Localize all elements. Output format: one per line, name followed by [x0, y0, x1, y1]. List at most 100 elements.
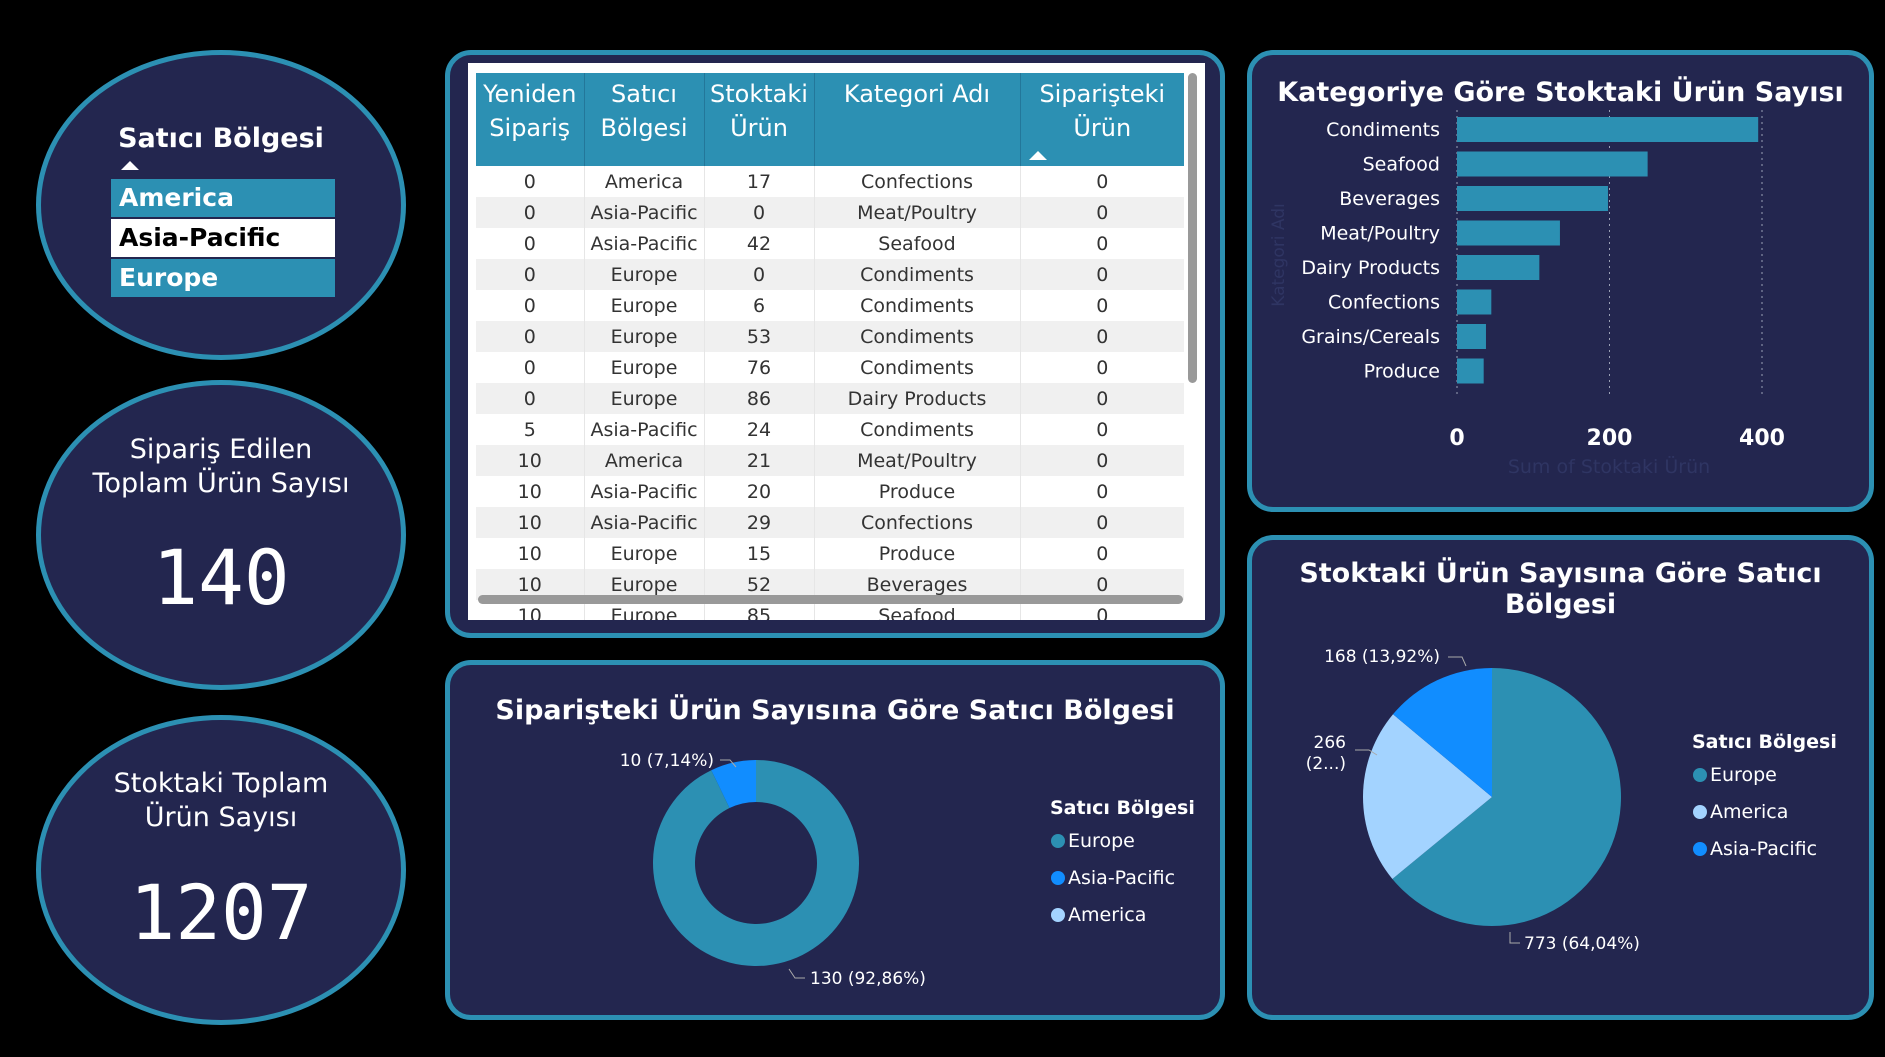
table-cell: 0: [1096, 232, 1109, 255]
kpi-value: 1207: [129, 868, 313, 957]
table-cell: Europe: [584, 259, 705, 290]
table-cell: Europe: [584, 321, 705, 352]
table-cell: 0: [476, 259, 585, 290]
column-header-stock[interactable]: Stoktaki Ürün: [704, 73, 815, 166]
column-header-category[interactable]: Kategori Adı: [814, 73, 1021, 166]
table-cell: Condiments: [814, 259, 1021, 290]
table-row[interactable]: 10 Europe 52 Beverages 0: [476, 569, 1184, 600]
leader-line: [1509, 932, 1520, 944]
table-row[interactable]: 10 Asia-Pacific 29 Confections 0: [476, 507, 1184, 538]
bar[interactable]: [1457, 186, 1608, 211]
legend-item[interactable]: America: [1068, 904, 1146, 926]
table-row[interactable]: 0 Europe 86 Dairy Products 0: [476, 383, 1184, 414]
table-cell: 29: [704, 507, 815, 538]
table-cell: Condiments: [814, 290, 1021, 321]
bar[interactable]: [1457, 151, 1648, 177]
column-header-reorder[interactable]: Yeniden Sipariş: [476, 73, 585, 166]
table-cell: 0: [704, 259, 815, 290]
table-cell: 42: [704, 228, 815, 259]
table-cell: 0: [1096, 418, 1109, 441]
table-cell: Produce: [814, 538, 1021, 569]
slicer-item-america[interactable]: America: [111, 179, 335, 217]
table-row[interactable]: 10 America 21 Meat/Poultry 0: [476, 445, 1184, 476]
legend-item[interactable]: Asia-Pacific: [1710, 838, 1817, 860]
table-cell: Europe: [584, 538, 705, 569]
kpi-title: Sipariş Edilen Toplam Ürün Sayısı: [41, 433, 401, 501]
table-row[interactable]: 0 Europe 76 Condiments 0: [476, 352, 1184, 383]
pie-slice[interactable]: [1392, 668, 1621, 926]
table-cell: 20: [704, 476, 815, 507]
y-tick-label: Condiments: [1326, 119, 1440, 141]
table-cell: 17: [704, 166, 815, 197]
pie-slice[interactable]: [1393, 668, 1492, 797]
table-cell: Europe: [584, 290, 705, 321]
pie-chart: 773 (64,04%) 266(2...) 168 (13,92%) Satıcı …: [1306, 647, 1837, 954]
legend-item[interactable]: Asia-Pacific: [1068, 867, 1175, 889]
table-cell: America: [584, 166, 705, 197]
table-cell: 0: [704, 197, 815, 228]
x-tick-label: 400: [1739, 426, 1785, 451]
table-row[interactable]: 0 Asia-Pacific 42 Seafood 0: [476, 228, 1184, 259]
slicer-item-europe[interactable]: Europe: [111, 259, 335, 297]
table-cell: 0: [1020, 321, 1184, 352]
data-label: 10 (7,14%): [620, 751, 714, 771]
table-row[interactable]: 0 Europe 6 Condiments 0: [476, 290, 1184, 321]
bar[interactable]: [1457, 358, 1484, 384]
table-cell: 0: [1096, 542, 1109, 565]
table-cell: 0: [476, 290, 585, 321]
donut-slice[interactable]: [711, 760, 756, 809]
legend-item[interactable]: Europe: [1068, 830, 1135, 852]
table-row[interactable]: 0 Europe 53 Condiments 0: [476, 321, 1184, 352]
y-tick-label: Beverages: [1339, 188, 1440, 210]
x-tick-label: 0: [1449, 426, 1464, 451]
bar[interactable]: [1457, 289, 1492, 315]
bar[interactable]: [1457, 117, 1759, 142]
table-cell: Seafood: [814, 228, 1021, 259]
table-row[interactable]: 0 America 17 Confections 0: [476, 166, 1184, 197]
column-header-on-order[interactable]: Siparişteki Ürün: [1020, 73, 1184, 166]
table-row[interactable]: 5 Asia-Pacific 24 Condiments 0: [476, 414, 1184, 445]
y-axis-label: Kategori Adı: [1269, 203, 1289, 307]
table-cell: 0: [476, 228, 585, 259]
table-cell: 5: [476, 414, 585, 445]
table-cell: 10: [476, 538, 585, 569]
x-tick-label: 200: [1587, 426, 1633, 451]
legend-item[interactable]: America: [1710, 801, 1788, 823]
table-row[interactable]: 10 Europe 15 Produce 0: [476, 538, 1184, 569]
table-cell: 0: [1096, 604, 1109, 621]
table-header-row: Yeniden Sipariş Satıcı Bölgesi Stoktaki Ürü…: [476, 73, 1184, 166]
table-cell: 0: [476, 197, 585, 228]
table-row[interactable]: 0 Asia-Pacific 0 Meat/Poultry 0: [476, 197, 1184, 228]
bar[interactable]: [1457, 255, 1540, 280]
table-cell: 10: [476, 600, 585, 620]
table-cell: 0: [1020, 259, 1184, 290]
table-row[interactable]: 10 Europe 85 Seafood 0: [476, 600, 1184, 620]
slicer-item-asia-pacific[interactable]: Asia-Pacific: [111, 219, 335, 257]
y-tick-label: Produce: [1364, 361, 1440, 383]
table-cell: 15: [704, 538, 815, 569]
table-cell: Meat/Poultry: [814, 445, 1021, 476]
bar[interactable]: [1457, 220, 1560, 246]
kpi-title-line2: Toplam Ürün Sayısı: [92, 468, 350, 499]
category-stock-bar-chart-panel: Kategoriye Göre Stoktaki Ürün Sayısı 0 20…: [1247, 50, 1874, 512]
chart-title: Kategoriye Göre Stoktaki Ürün Sayısı: [1277, 77, 1844, 108]
table-row[interactable]: 0 Europe 0 Condiments 0: [476, 259, 1184, 290]
vertical-scrollbar[interactable]: [1188, 73, 1197, 383]
y-tick-label: Meat/Poultry: [1320, 223, 1440, 245]
donut-slice[interactable]: [653, 760, 859, 966]
horizontal-scrollbar[interactable]: [478, 595, 1183, 604]
sort-ascending-icon[interactable]: [121, 161, 139, 170]
table-row[interactable]: 10 Asia-Pacific 20 Produce 0: [476, 476, 1184, 507]
x-axis-label: Sum of Stoktaki Ürün: [1508, 455, 1710, 478]
sort-ascending-icon[interactable]: [1028, 151, 1047, 160]
legend-item[interactable]: Europe: [1710, 764, 1777, 786]
data-label: (2...): [1306, 754, 1346, 774]
table-cell: Condiments: [814, 352, 1021, 383]
column-header-region[interactable]: Satıcı Bölgesi: [584, 73, 705, 166]
table-cell: Condiments: [814, 321, 1021, 352]
table-cell: 0: [476, 166, 585, 197]
bar[interactable]: [1457, 324, 1486, 349]
pie-slice[interactable]: [1363, 714, 1492, 879]
kpi-title-line1: Stoktaki Toplam: [113, 768, 329, 799]
products-table[interactable]: Yeniden Sipariş Satıcı Bölgesi Stoktaki Ürü…: [468, 63, 1205, 620]
